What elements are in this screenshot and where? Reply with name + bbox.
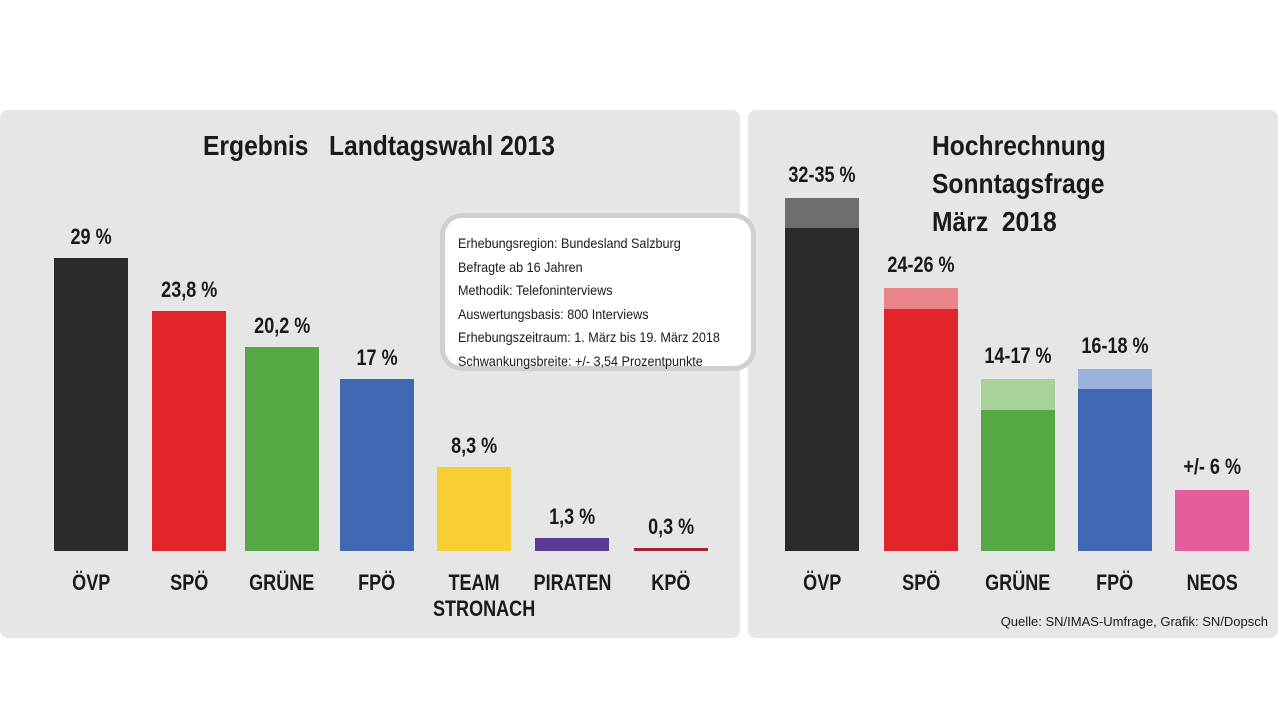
- info-line: Befragte ab 16 Jahren: [458, 258, 583, 275]
- category-label: FPÖ: [1060, 570, 1170, 596]
- bar: [152, 310, 226, 551]
- info-box: Erhebungsregion: Bundesland Salzburg Befr…: [440, 213, 756, 371]
- value-label: 1,3 %: [502, 504, 642, 530]
- category-label-text: KPÖ: [651, 570, 691, 595]
- category-label-text: SPÖ: [169, 570, 209, 595]
- info-line: Auswertungsbasis: 800 Interviews: [458, 305, 649, 322]
- category-label-text: PIRATEN: [533, 570, 611, 595]
- bar-low: [1078, 389, 1152, 551]
- value-label: 24-26 %: [851, 252, 991, 278]
- category-label-text: SPÖ: [901, 570, 941, 595]
- value-label-text: +/- 6 %: [1183, 454, 1241, 480]
- bar: [634, 547, 708, 551]
- value-label: 23,8 %: [119, 277, 259, 303]
- bar-low: [884, 308, 958, 551]
- chart-title-line: Sonntagsfrage: [932, 168, 1105, 199]
- bar-range: [981, 379, 1055, 410]
- category-label: FPÖ: [322, 570, 432, 596]
- chart-title-line: Hochrechnung: [932, 130, 1106, 161]
- category-label: TEAM STRONACH: [419, 570, 536, 622]
- bar: [535, 537, 609, 551]
- value-label-text: 16-18 %: [1081, 333, 1149, 359]
- category-label: GRÜNE: [963, 570, 1073, 596]
- value-label: +/- 6 %: [1142, 454, 1280, 480]
- value-label-text: 17 %: [356, 345, 398, 371]
- category-label: SPÖ: [866, 570, 976, 596]
- value-label: 20,2 %: [212, 313, 352, 339]
- category-label: ÖVP: [767, 570, 877, 596]
- chart-title: Ergebnis Landtagswahl 2013: [203, 130, 555, 161]
- value-label-text: 1,3 %: [548, 503, 596, 529]
- category-label: SPÖ: [134, 570, 244, 596]
- value-label: 0,3 %: [601, 514, 741, 540]
- category-label: ÖVP: [36, 570, 146, 596]
- source: Quelle: SN/IMAS-Umfrage, Grafik: SN/Dops…: [1000, 614, 1268, 629]
- value-label: 17 %: [307, 345, 447, 371]
- category-label-text: ÖVP: [802, 570, 842, 595]
- category-label-text: FPÖ: [358, 570, 396, 595]
- value-label: 29 %: [21, 224, 161, 250]
- category-label: KPÖ: [616, 570, 726, 596]
- value-label: 8,3 %: [404, 433, 544, 459]
- category-label-text: TEAM STRONACH: [433, 570, 536, 621]
- bar-range: [785, 197, 859, 228]
- value-label: 16-18 %: [1045, 333, 1185, 359]
- category-label-text: FPÖ: [1096, 570, 1134, 595]
- chart-title-line: März 2018: [932, 206, 1057, 237]
- info-line: Schwankungsbreite: +/- 3,54 Prozentpunkt…: [458, 352, 703, 369]
- category-label-text: ÖVP: [71, 570, 111, 595]
- info-line: Erhebungsregion: Bundesland Salzburg: [458, 235, 681, 251]
- info-line: Erhebungszeitraum: 1. März bis 19. März …: [458, 329, 720, 345]
- category-label: GRÜNE: [227, 570, 337, 596]
- bar-range: [884, 288, 958, 309]
- category-label-text: GRÜNE: [985, 570, 1051, 595]
- bar: [54, 258, 128, 551]
- category-label-text: GRÜNE: [249, 570, 315, 595]
- category-label: PIRATEN: [517, 570, 627, 596]
- info-line: Methodik: Telefoninterviews: [458, 282, 613, 298]
- bar-low: [981, 409, 1055, 551]
- value-label: 14-17 %: [948, 343, 1088, 369]
- chart-title: Hochrechnung Sonntagsfrage März 2018: [932, 127, 1130, 241]
- value-label-text: 14-17 %: [984, 343, 1052, 369]
- bar-range: [1078, 369, 1152, 390]
- value-label-text: 20,2 %: [253, 312, 311, 338]
- category-label-text: NEOS: [1186, 570, 1238, 595]
- bar-low: [785, 227, 859, 551]
- value-label-text: 24-26 %: [887, 252, 955, 278]
- category-label: NEOS: [1157, 570, 1267, 596]
- bar-low: [1175, 490, 1249, 551]
- value-label-text: 23,8 %: [160, 276, 218, 302]
- bar: [245, 346, 319, 551]
- value-label: 32-35 %: [752, 162, 892, 188]
- value-label-text: 29 %: [70, 224, 112, 250]
- bar: [340, 379, 414, 551]
- bar: [437, 467, 511, 551]
- value-label-text: 0,3 %: [647, 513, 695, 539]
- value-label-text: 32-35 %: [788, 161, 856, 187]
- value-label-text: 8,3 %: [450, 433, 498, 459]
